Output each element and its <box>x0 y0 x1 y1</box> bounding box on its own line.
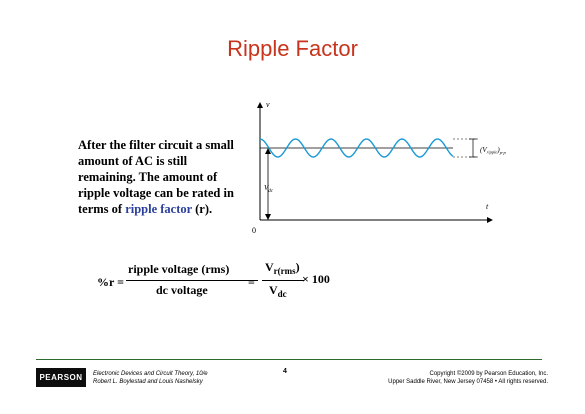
slide-title: Ripple Factor <box>227 36 358 61</box>
formula-numerator-1: ripple voltage (rms) <box>128 262 230 276</box>
body-last-suffix: (r). <box>191 202 213 216</box>
vripple-label: (Vripple)p-p <box>480 146 506 155</box>
body-line-3: remaining. The amount of <box>78 170 218 184</box>
ripple-waveform-graph: v t 0 Vdc (Vripple)p-p <box>252 100 506 235</box>
body-last-prefix: terms of <box>78 202 126 216</box>
page-number: 4 <box>283 368 287 375</box>
ripple-wave <box>259 138 454 158</box>
body-text: After the filter circuit a small amount … <box>78 137 250 217</box>
body-line-1: After the filter circuit a small <box>78 138 234 152</box>
footer-book-info: Electronic Devices and Circuit Theory, 1… <box>93 370 208 386</box>
copyright-line-2: Upper Saddle River, New Jersey 07458 • A… <box>388 379 548 385</box>
footer-divider <box>36 359 542 360</box>
formula-lhs: %r = <box>97 275 124 289</box>
fraction-bar-1 <box>126 280 258 281</box>
body-line-4: ripple voltage can be rated in <box>78 186 234 200</box>
body-line-2: amount of AC is still <box>78 154 188 168</box>
origin-label: 0 <box>252 226 256 235</box>
v-axis-label: v <box>266 100 270 109</box>
formula-equals-2: = <box>248 275 255 289</box>
formula-denominator-2: Vdc <box>269 283 287 299</box>
formula-numerator-2: Vr(rms) <box>265 260 300 276</box>
t-axis-label: t <box>486 202 489 211</box>
fraction-bar-2 <box>262 280 304 281</box>
formula-denominator-1: dc voltage <box>156 283 208 297</box>
formula-times-100: × 100 <box>302 272 330 286</box>
book-authors: Robert L. Boylestad and Louis Nashelsky <box>93 379 203 385</box>
vdc-label: Vdc <box>264 184 274 194</box>
pearson-logo: PEARSON <box>36 368 86 387</box>
body-line-5: terms of ripple factor (r). <box>78 201 250 217</box>
ripple-factor-term: ripple factor <box>125 202 192 216</box>
footer-copyright: Copyright ©2009 by Pearson Education, In… <box>388 370 548 386</box>
book-title: Electronic Devices and Circuit Theory, 1… <box>93 371 208 377</box>
copyright-line-1: Copyright ©2009 by Pearson Education, In… <box>429 371 549 377</box>
